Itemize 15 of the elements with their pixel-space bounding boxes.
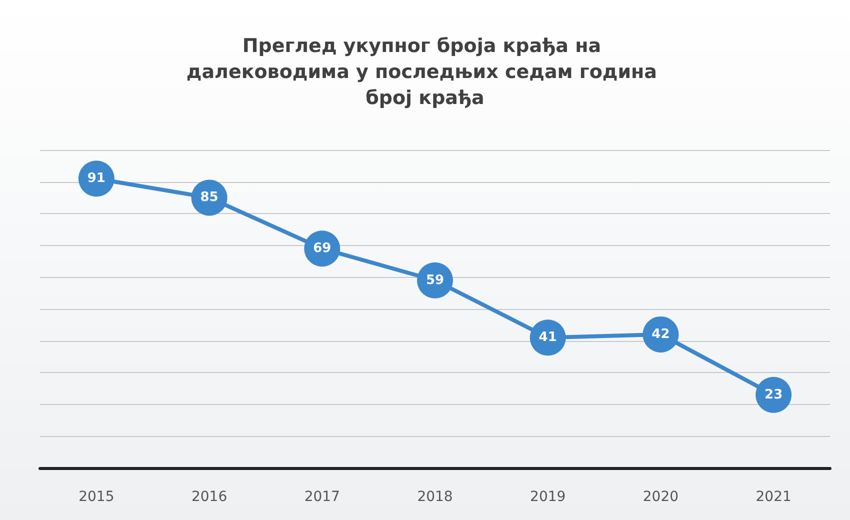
chart-title: Преглед укупног броја крађа на далеководима у последњих седам година број крађа <box>186 35 664 109</box>
data-label: 85 <box>200 190 218 206</box>
data-label: 41 <box>538 330 557 346</box>
x-tick-label: 2017 <box>304 489 340 505</box>
data-label: 23 <box>764 387 783 402</box>
x-tick-label: 2016 <box>191 489 228 505</box>
x-tick-label: 2021 <box>756 489 792 505</box>
x-tick-label: 2018 <box>417 489 453 505</box>
data-label: 91 <box>87 171 106 186</box>
x-tick-label: 2020 <box>642 489 679 505</box>
data-label: 59 <box>426 272 444 288</box>
data-label: 69 <box>313 241 332 256</box>
x-tick-label: 2019 <box>530 489 566 505</box>
x-tick-label: 2015 <box>78 489 114 505</box>
data-label: 42 <box>652 326 670 342</box>
